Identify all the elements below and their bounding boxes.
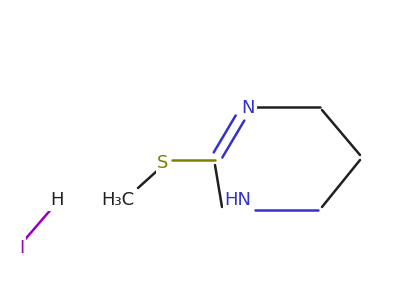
Text: N: N xyxy=(241,99,255,117)
Text: HN: HN xyxy=(224,191,252,209)
Text: H₃C: H₃C xyxy=(102,191,134,209)
Text: H: H xyxy=(50,191,64,209)
Text: I: I xyxy=(19,239,25,257)
Text: S: S xyxy=(157,154,169,172)
